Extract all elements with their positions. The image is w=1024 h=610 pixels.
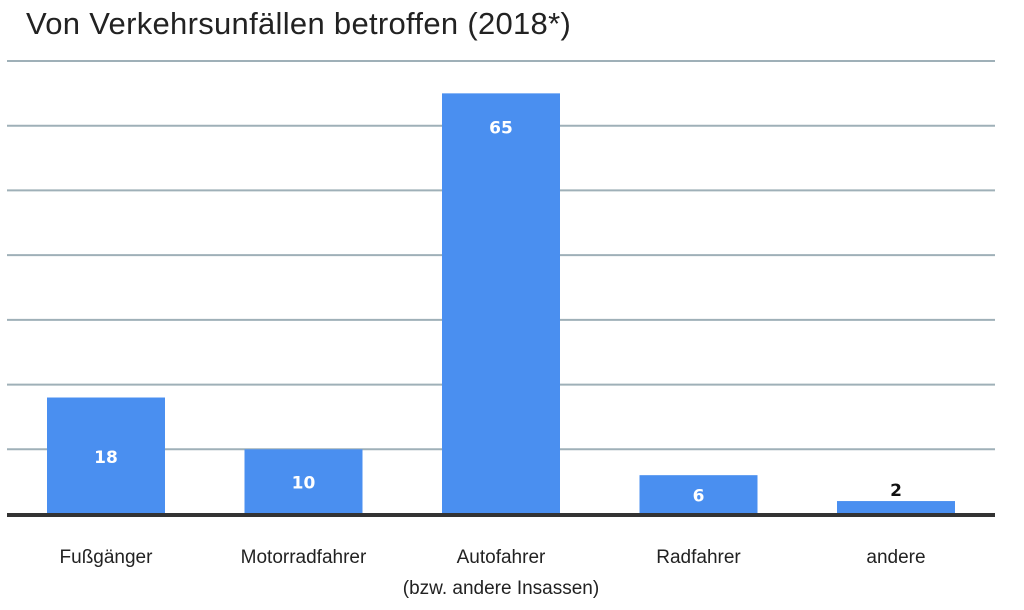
x-tick-sublabel: (bzw. andere Insassen) xyxy=(403,578,599,599)
data-label: 2 xyxy=(890,481,902,501)
bar-0 xyxy=(47,397,165,514)
x-tick-label: Autofahrer xyxy=(457,547,546,568)
bar-3 xyxy=(639,475,758,514)
x-tick-label: Motorradfahrer xyxy=(241,547,367,568)
bar-1 xyxy=(244,449,363,514)
data-label: 6 xyxy=(693,487,705,507)
bar-4 xyxy=(837,501,955,514)
x-tick-label: Radfahrer xyxy=(656,547,741,568)
x-tick-label: Fußgänger xyxy=(60,547,154,568)
data-label: 65 xyxy=(489,118,513,138)
data-label: 18 xyxy=(94,448,118,468)
data-label: 10 xyxy=(292,474,316,494)
bar-2 xyxy=(442,93,560,514)
x-tick-label: andere xyxy=(866,547,925,568)
chart-title: Von Verkehrsunfällen betroffen (2018*) xyxy=(26,6,572,41)
